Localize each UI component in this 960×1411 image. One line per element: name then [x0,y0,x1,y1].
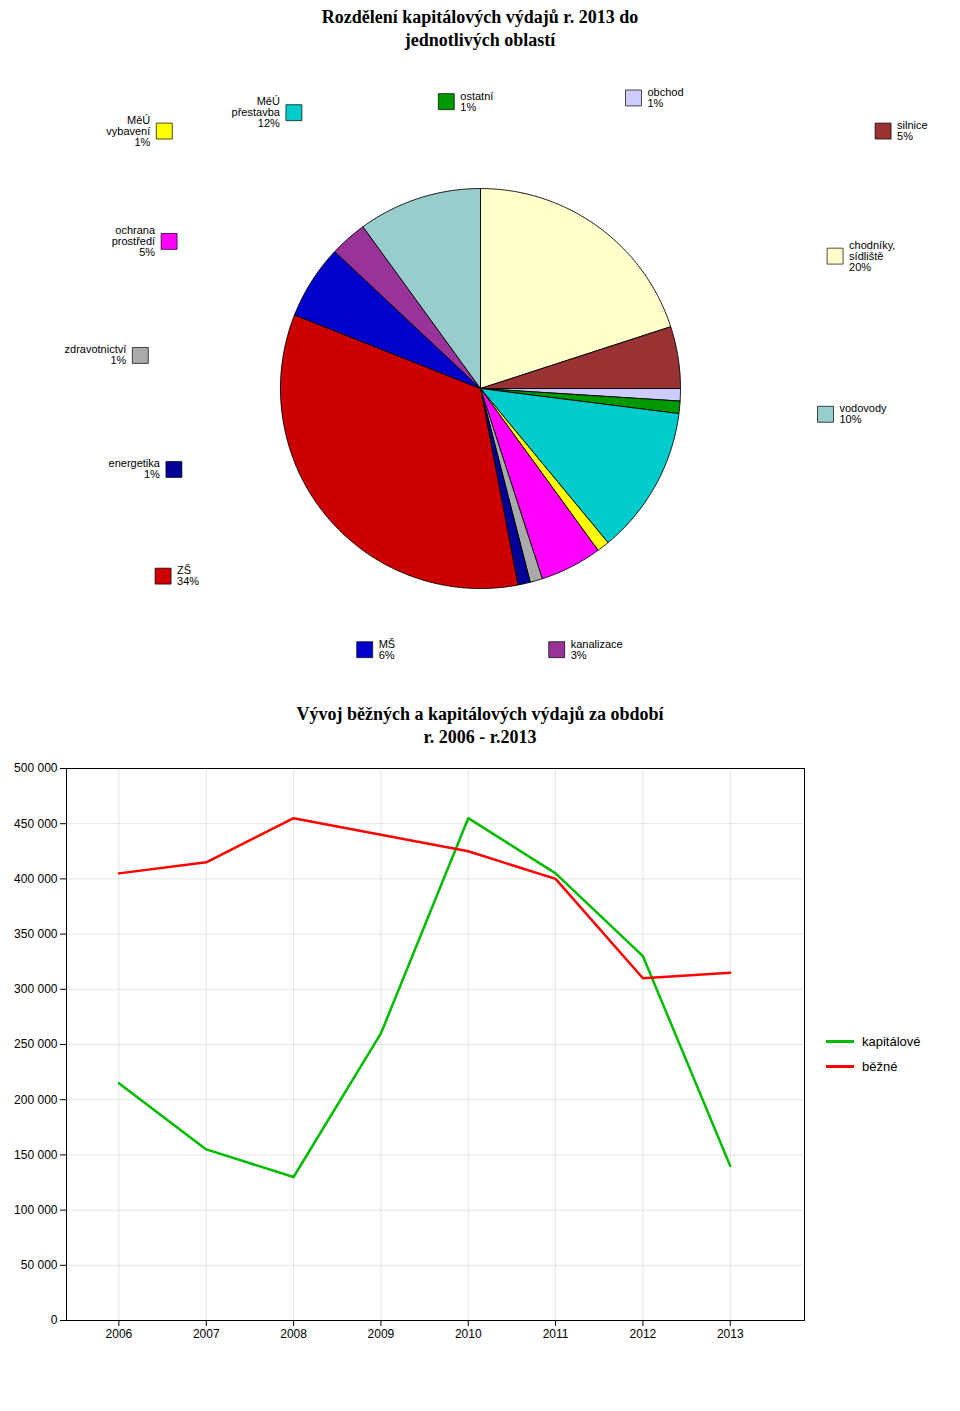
html-text:kapitálové: kapitálové [862,1034,921,1049]
svg-text:MěÚvybavení1%: MěÚvybavení1% [106,114,150,148]
svg-text:vodovody10%: vodovody10% [840,402,888,425]
svg-text:2009: 2009 [368,1327,395,1341]
svg-text:2008: 2008 [280,1327,307,1341]
svg-text:300 000: 300 000 [14,982,58,996]
svg-text:400 000: 400 000 [14,872,58,886]
svg-text:50 000: 50 000 [21,1258,58,1272]
svg-text:450 000: 450 000 [14,817,58,831]
svg-text:500 000: 500 000 [14,761,58,775]
svg-text:250 000: 250 000 [14,1037,58,1051]
svg-text:silnice5%: silnice5% [897,119,928,142]
svg-text:100 000: 100 000 [14,1203,58,1217]
svg-text:2012: 2012 [630,1327,657,1341]
svg-text:200 000: 200 000 [14,1093,58,1107]
svg-text:energetika1%: energetika1% [109,457,161,480]
html-text:Rozdělení kapitálových výdajů: Rozdělení kapitálových výdajů r. 2013 do… [321,7,639,50]
svg-text:ostatní1%: ostatní1% [460,90,493,113]
svg-text:2011: 2011 [543,1327,569,1341]
svg-text:2006: 2006 [106,1327,133,1341]
svg-text:MŠ6%: MŠ6% [379,638,396,661]
svg-text:ochranaprostředí5%: ochranaprostředí5% [112,224,156,258]
html-text:Vývoj běžných a kapitálových v: Vývoj běžných a kapitálových výdajů za o… [296,704,664,747]
html-text:běžné: běžné [862,1059,898,1074]
svg-text:obchod1%: obchod1% [648,86,684,109]
svg-text:150 000: 150 000 [14,1148,58,1162]
svg-text:kanalizace3%: kanalizace3% [571,638,623,661]
svg-text:2007: 2007 [193,1327,220,1341]
svg-text:MěÚpřestavba12%: MěÚpřestavba12% [232,95,281,129]
svg-text:ZŠ34%: ZŠ34% [177,564,199,587]
svg-text:2010: 2010 [455,1327,482,1341]
svg-text:350 000: 350 000 [14,927,58,941]
svg-text:chodníky,sídliště20%: chodníky,sídliště20% [849,239,895,273]
svg-text:2013: 2013 [717,1327,744,1341]
svg-text:0: 0 [51,1313,58,1327]
svg-text:zdravotnictví1%: zdravotnictví1% [65,343,127,366]
